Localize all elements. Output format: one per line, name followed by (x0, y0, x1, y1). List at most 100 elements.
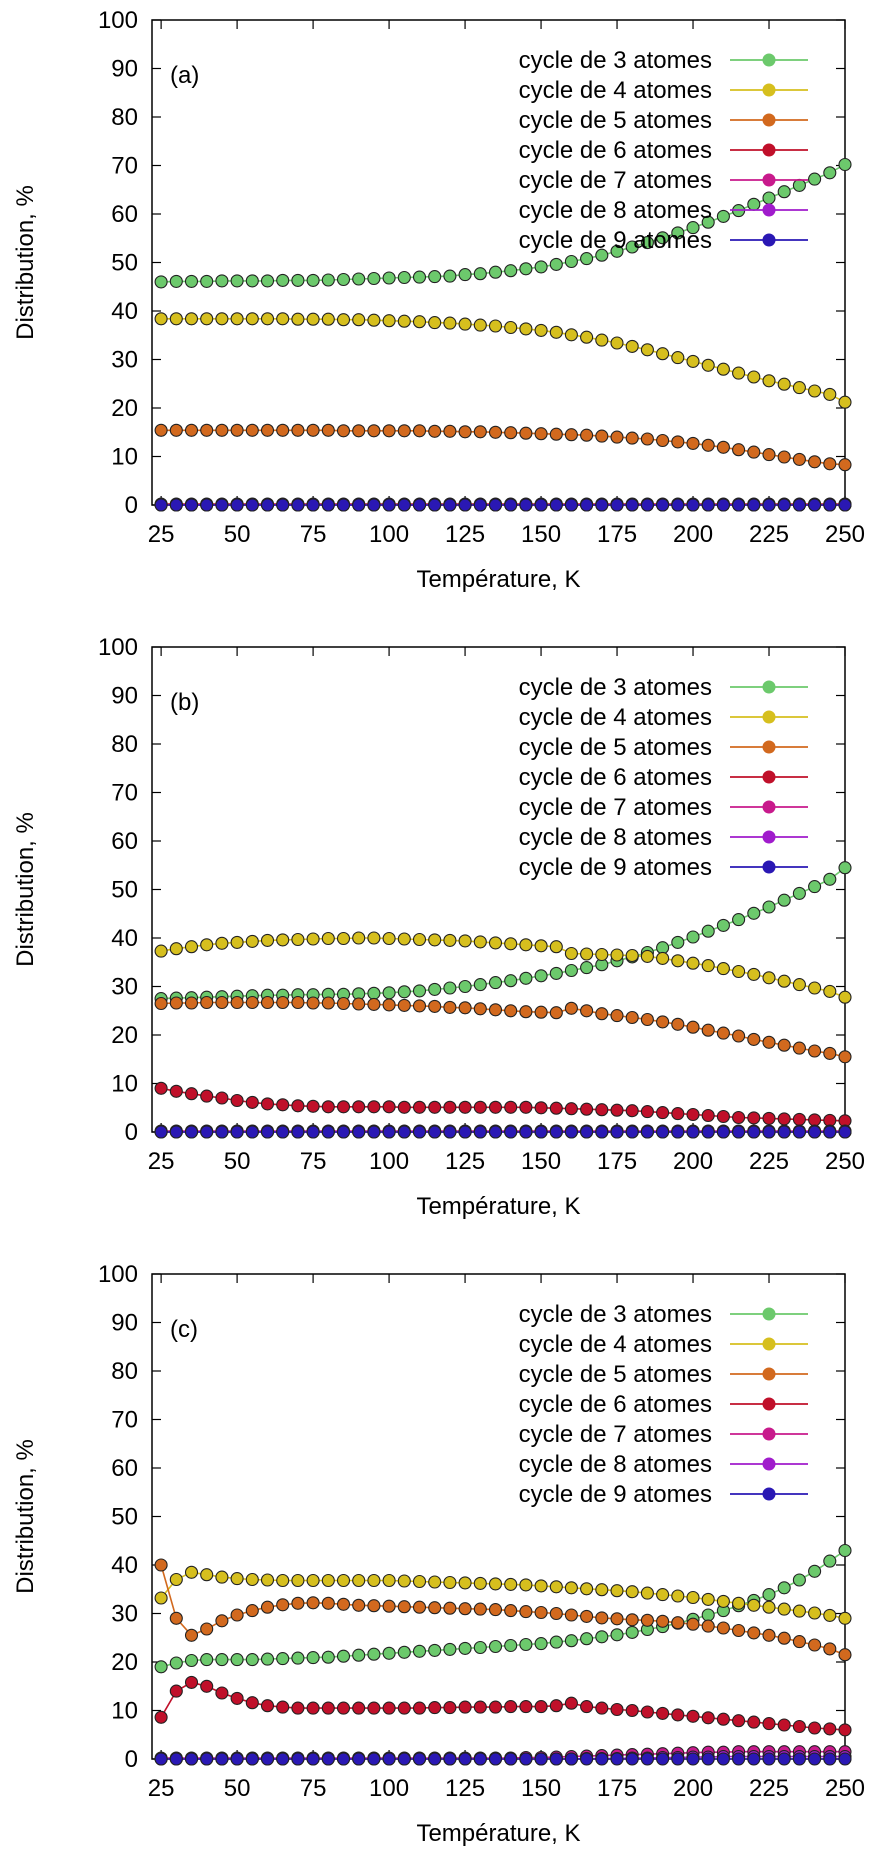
data-point (716, 1125, 730, 1139)
data-point (777, 974, 791, 988)
data-point (321, 498, 335, 512)
data-point (291, 1701, 305, 1715)
data-point (230, 1572, 244, 1586)
data-point (808, 1638, 822, 1652)
data-point (336, 1752, 351, 1766)
data-point (564, 328, 578, 342)
data-point (656, 1015, 670, 1029)
data-point (458, 1576, 472, 1590)
data-point (215, 423, 229, 437)
data-point (625, 1613, 639, 1627)
data-point (321, 273, 335, 287)
data-point (321, 423, 335, 437)
legend-marker (762, 233, 776, 247)
data-point (701, 924, 715, 938)
data-point (428, 1125, 442, 1139)
legend-label: cycle de 4 atomes (519, 77, 712, 104)
data-point (549, 1006, 563, 1020)
data-point (686, 1752, 700, 1766)
data-point (245, 423, 259, 437)
data-point (352, 1701, 366, 1715)
data-point (321, 1573, 335, 1588)
data-point (336, 996, 351, 1011)
data-point (823, 1608, 837, 1622)
data-point (656, 1614, 670, 1628)
data-point (291, 423, 305, 437)
data-point (564, 946, 578, 961)
data-point (671, 935, 685, 949)
y-tick-label: 50 (111, 1504, 138, 1531)
data-point (260, 1600, 275, 1614)
data-point (200, 1089, 214, 1103)
x-tick-label: 200 (673, 1148, 713, 1175)
data-point (169, 1611, 183, 1625)
data-point (306, 312, 320, 326)
data-point (321, 1650, 335, 1664)
data-point (184, 1087, 199, 1101)
data-point (625, 948, 639, 963)
data-point (625, 1752, 639, 1766)
data-point (260, 1699, 275, 1713)
data-point (701, 1125, 715, 1139)
data-point (549, 1606, 563, 1621)
data-point (640, 1012, 654, 1027)
data-point (716, 440, 730, 454)
data-point (595, 1103, 609, 1117)
data-point (564, 498, 578, 512)
data-point (352, 1648, 366, 1662)
data-point (838, 1050, 852, 1064)
data-point (808, 1752, 822, 1766)
data-point (184, 423, 199, 437)
data-point (458, 1001, 472, 1015)
data-point (716, 1712, 730, 1726)
series-line-3 (161, 867, 846, 1000)
data-point (458, 1125, 472, 1139)
data-point (412, 932, 427, 947)
data-point (321, 312, 335, 326)
y-tick-label: 60 (111, 828, 138, 855)
data-point (336, 1125, 351, 1139)
y-axis-label: Distribution, % (12, 185, 39, 340)
legend: cycle de 3 atomes cycle de 4 atomes cycle … (519, 1301, 808, 1508)
data-point (321, 1701, 335, 1715)
y-tick-label: 60 (111, 201, 138, 228)
series-line-3 (160, 1549, 846, 1668)
data-point (336, 1573, 351, 1588)
data-point (716, 1621, 730, 1635)
data-point (428, 316, 442, 330)
data-point (488, 1125, 503, 1139)
data-point (306, 1752, 320, 1766)
series-line-4 (160, 937, 846, 998)
data-point (610, 1702, 624, 1717)
data-point (838, 1125, 852, 1139)
y-tick-label: 80 (111, 731, 138, 758)
data-point (564, 428, 578, 442)
data-point (336, 1701, 351, 1715)
data-point (747, 1626, 761, 1640)
y-tick-label: 0 (125, 492, 138, 519)
data-point (488, 1700, 503, 1714)
data-point (534, 1005, 548, 1019)
data-point (276, 1125, 290, 1139)
data-point (443, 1601, 457, 1615)
data-point (367, 1647, 381, 1661)
data-point (488, 425, 503, 439)
data-point (610, 1752, 624, 1766)
data-point (580, 1125, 594, 1139)
data-point (473, 498, 487, 512)
data-point (792, 1573, 806, 1587)
data-point (230, 935, 244, 949)
data-point (625, 1625, 639, 1639)
data-point (686, 1125, 700, 1139)
data-point (534, 1125, 548, 1139)
data-point (443, 981, 457, 995)
data-point (732, 1110, 746, 1125)
data-point (823, 387, 837, 401)
data-point (580, 498, 594, 512)
data-point (215, 1614, 229, 1628)
data-point (276, 498, 290, 512)
data-point (276, 1098, 290, 1112)
data-point (154, 312, 168, 326)
data-point (838, 458, 852, 472)
